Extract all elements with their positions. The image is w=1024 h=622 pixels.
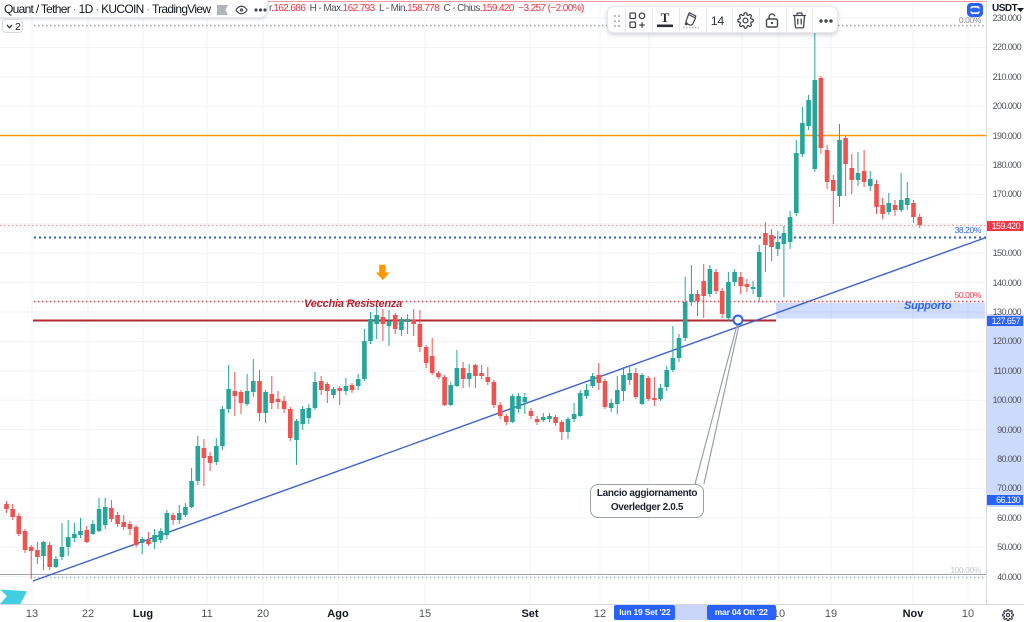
svg-text:T: T xyxy=(661,11,670,25)
